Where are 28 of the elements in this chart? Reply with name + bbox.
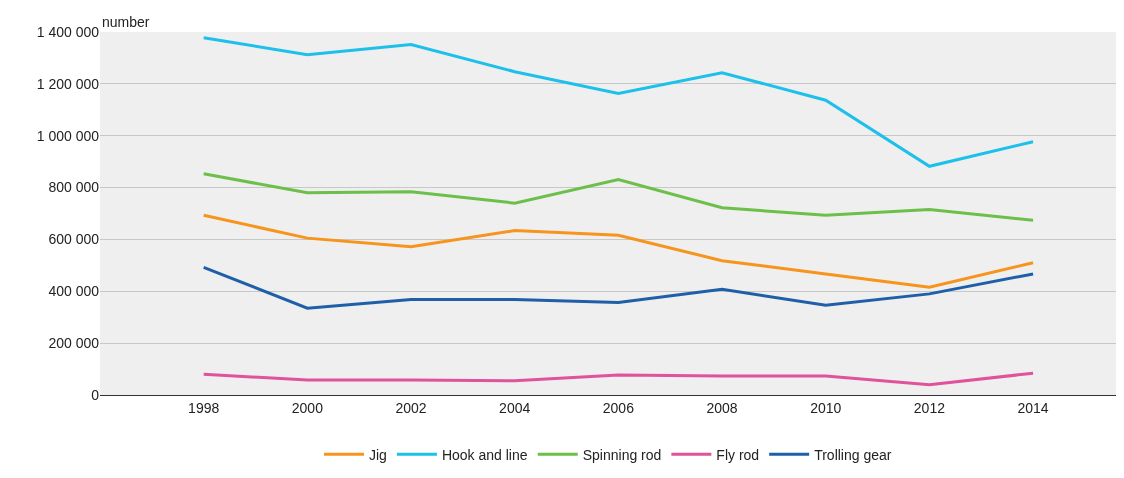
line-series xyxy=(202,371,1035,387)
x-tick-label: 2006 xyxy=(602,399,635,416)
y-tick-label: 1 400 000 xyxy=(36,23,100,40)
line-series xyxy=(202,265,1035,310)
y-tick-label: 600 000 xyxy=(48,231,100,248)
y-tick-label: 200 000 xyxy=(48,335,100,352)
line-series xyxy=(202,213,1035,289)
x-tick-label: 2000 xyxy=(291,399,324,416)
x-tick-label: 2002 xyxy=(395,399,427,416)
y-tick-label: 800 000 xyxy=(48,179,100,196)
legend-label: Jig xyxy=(369,446,387,463)
y-tick-label: 1 200 000 xyxy=(36,75,100,92)
line-series xyxy=(202,36,1035,168)
y-axis-title: number xyxy=(102,14,150,30)
x-tick-label: 2008 xyxy=(706,399,738,416)
x-tick-label: 2010 xyxy=(810,399,842,416)
legend-label: Fly rod xyxy=(716,446,760,463)
x-tick-label: 2004 xyxy=(499,399,531,416)
y-tick-label: 0 xyxy=(91,386,100,403)
y-tick-label: 1 000 000 xyxy=(36,127,100,144)
legend-label: Trolling gear xyxy=(814,446,892,463)
x-tick-label: 1998 xyxy=(188,399,220,416)
x-tick-label: 2012 xyxy=(913,399,946,416)
x-tick-label: 2014 xyxy=(1017,399,1049,416)
line-series xyxy=(202,172,1035,222)
y-tick-label: 400 000 xyxy=(48,283,100,300)
legend-label: Hook and line xyxy=(441,446,528,463)
legend-label: Spinning rod xyxy=(582,446,662,463)
